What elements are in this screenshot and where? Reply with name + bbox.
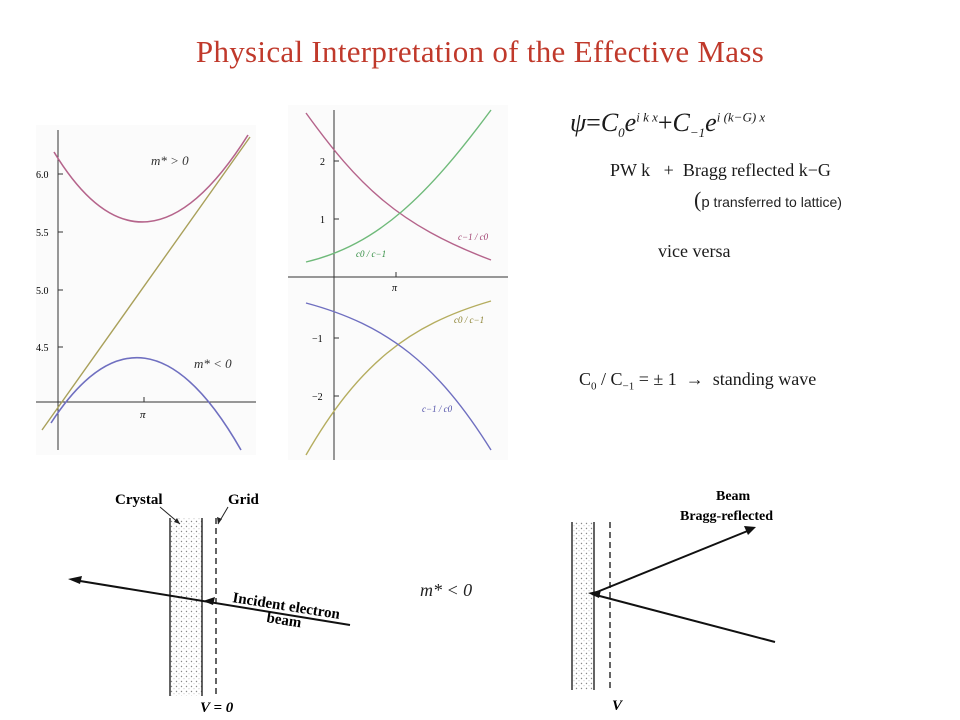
equals-sign: = <box>586 108 601 137</box>
exp-base-1: e <box>624 108 637 137</box>
upper-ratio-curve-pink <box>305 112 492 261</box>
beam-label: Beam <box>716 489 751 504</box>
plot-background <box>288 105 508 460</box>
crystal-label: Crystal <box>115 492 163 508</box>
label-c0-cm1-lower: c0 / c−1 <box>454 315 484 325</box>
coef-cm1: C <box>672 108 690 137</box>
label-m-positive: m* > 0 <box>151 153 189 168</box>
plus-sign: + <box>657 108 673 137</box>
label-cm1-c0-upper: c−1 / c0 <box>458 232 489 242</box>
v-label: V <box>612 698 624 714</box>
free-electron-line <box>41 136 251 431</box>
y-tick-label: 5.5 <box>36 228 49 239</box>
reflected-arrowhead <box>744 526 756 535</box>
upper-band-curve <box>53 134 249 223</box>
y-tick-label: −1 <box>312 334 323 345</box>
beam-arrowhead-left <box>68 576 82 584</box>
standing-slash: / C <box>596 369 623 389</box>
y-tick-label: 1 <box>320 215 325 226</box>
v-zero-label: V = 0 <box>200 700 234 716</box>
grid-label: Grid <box>228 492 259 508</box>
label-m-negative: m* < 0 <box>194 356 232 371</box>
lower-ratio-curve-olive <box>305 300 492 456</box>
vice-versa-text: vice versa <box>658 241 731 261</box>
reflected-beam <box>591 529 751 595</box>
y-tick-label: 2 <box>320 157 325 168</box>
standing-wave-line: C0 / C−1 = ± 1 → standing wave <box>570 348 816 393</box>
psi-symbol: ψ <box>570 108 587 137</box>
standing-rest: = ± 1 → standing wave <box>634 369 817 389</box>
lower-band-curve <box>50 356 242 451</box>
wavefunction-equation: ψ=C0ei k x+C−1ei (k−G) x <box>570 108 765 141</box>
upper-ratio-curve-green <box>305 109 492 263</box>
x-tick-label: π <box>392 283 398 294</box>
slide-title: Physical Interpretation of the Effective… <box>195 34 765 69</box>
y-tick-label: 6.0 <box>36 170 49 181</box>
bragg-reflection-diagram: Beam Bragg-reflected V <box>571 489 776 714</box>
standing-c0: C <box>579 369 592 389</box>
exp-base-2: e <box>705 108 717 137</box>
lower-ratio-curve-blue <box>305 302 492 451</box>
coefficient-ratio-plot: 2 1 −1 −2 π c0 / c−1 c−1 / c0 c0 / c−1 c… <box>288 105 508 460</box>
crystal-region <box>170 518 202 696</box>
y-tick-label: 4.5 <box>36 343 49 354</box>
paren-open: ( <box>694 187 702 212</box>
y-tick-label: 5.0 <box>36 286 49 297</box>
incoming-beam <box>591 593 776 643</box>
standing-c0-sub: 0 <box>591 380 597 393</box>
label-c0-cm1-upper: c0 / c−1 <box>356 249 386 259</box>
crystal-region <box>572 522 594 690</box>
momentum-transfer-line: (p transferred to lattice) <box>694 187 842 213</box>
beam-arrowhead-grid <box>203 597 215 605</box>
band-structure-plot: 6.0 5.5 5.0 4.5 π m* > 0 m* < 0 <box>36 125 256 455</box>
y-tick-label: −2 <box>312 392 323 403</box>
pw-bragg-line: PW k + Bragg reflected k−G <box>610 160 831 180</box>
incident-label-2: beam <box>265 610 303 631</box>
transferred-text: transferred to lattice) <box>709 194 842 210</box>
coef-c0: C <box>600 108 619 137</box>
exponent-2: i (k−G) x <box>716 109 766 125</box>
p-letter: p <box>701 194 710 211</box>
coef-c0-sub: 0 <box>618 125 625 141</box>
label-cm1-c0-lower: c−1 / c0 <box>422 404 453 414</box>
x-tick-label: π <box>140 409 146 421</box>
standing-cm1-sub: −1 <box>622 380 635 393</box>
coef-cm1-sub: −1 <box>689 125 706 141</box>
exponent-1: i k x <box>636 109 658 125</box>
incident-beam-diagram: Crystal Grid Incident electron beam V = … <box>68 492 351 716</box>
m-negative-bottom-label: m* < 0 <box>420 580 473 600</box>
bragg-label: Bragg-reflected <box>680 509 773 524</box>
